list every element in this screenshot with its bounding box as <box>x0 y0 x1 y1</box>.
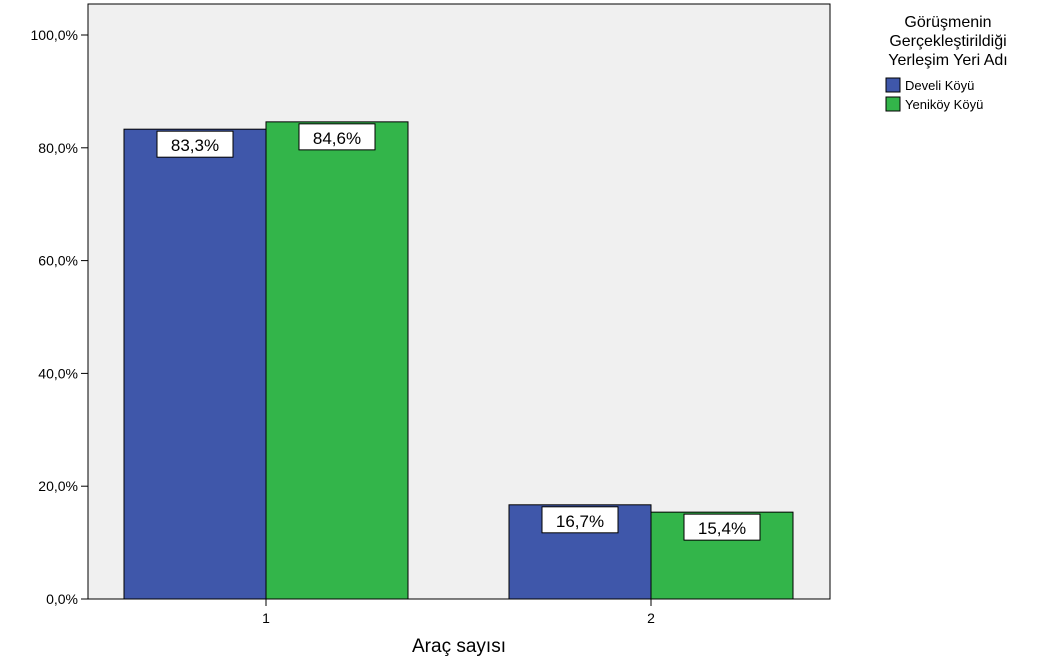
data-labels: 83,3% 84,6% 16,7% 15,4% <box>156 123 761 541</box>
bar-develi-1 <box>123 128 267 600</box>
data-label: 16,7% <box>556 512 604 531</box>
legend-item-label: Yeniköy Köyü <box>905 97 983 112</box>
bar-yenikoy-1 <box>265 121 409 600</box>
y-tick-label: 0,0% <box>46 591 78 607</box>
legend-item-label: Develi Köyü <box>905 78 974 93</box>
x-axis-title: Araç sayısı <box>412 636 506 657</box>
y-axis: 0,0% 20,0% 40,0% 60,0% 80,0% 100,0% <box>31 27 88 607</box>
legend-title-line: Gerçekleştirildiği <box>889 33 1006 50</box>
data-label-box <box>683 513 761 541</box>
data-label: 83,3% <box>171 136 219 155</box>
data-label-box <box>541 506 619 534</box>
legend: Görüşmenin Gerçekleştirildiği Yerleşim Yer… <box>885 14 1008 112</box>
y-tick-label: 40,0% <box>38 365 78 381</box>
y-tick-label: 100,0% <box>31 27 78 43</box>
bars <box>123 121 794 600</box>
data-label: 15,4% <box>698 519 746 538</box>
y-tick-label: 60,0% <box>38 253 78 269</box>
legend-swatch <box>885 96 901 112</box>
data-label: 84,6% <box>313 129 361 148</box>
data-label-box <box>156 130 234 158</box>
y-tick-label: 20,0% <box>38 478 78 494</box>
legend-title-line: Yerleşim Yeri Adı <box>888 52 1007 69</box>
x-tick-label: 1 <box>262 610 270 626</box>
data-label-box <box>298 123 376 151</box>
legend-title-line: Görüşmenin <box>904 14 991 31</box>
legend-swatch <box>885 77 901 93</box>
y-tick-label: 80,0% <box>38 140 78 156</box>
x-tick-label: 2 <box>647 610 655 626</box>
